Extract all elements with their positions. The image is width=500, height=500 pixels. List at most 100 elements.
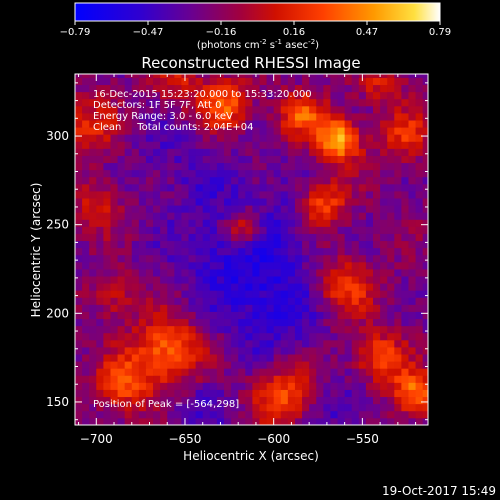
heatmap-cell	[138, 347, 147, 355]
heatmap-cell	[252, 212, 260, 220]
heatmap-cell	[373, 389, 381, 398]
heatmap-cell	[103, 339, 111, 348]
heatmap-cell	[294, 219, 303, 227]
heatmap-cell	[167, 148, 175, 156]
heatmap-cell	[153, 297, 161, 305]
heatmap-cell	[259, 240, 267, 249]
heatmap-cell	[316, 105, 324, 114]
heatmap-cell	[351, 233, 360, 242]
heatmap-cell	[209, 240, 218, 249]
heatmap-cell	[167, 74, 175, 78]
heatmap-cell	[96, 311, 104, 320]
heatmap-cell	[373, 254, 381, 263]
heatmap-cell	[153, 375, 161, 383]
heatmap-cell	[330, 304, 338, 312]
heatmap-cell	[138, 141, 147, 149]
heatmap-cell	[365, 354, 374, 362]
heatmap-cell	[202, 254, 211, 263]
heatmap-cell	[160, 396, 168, 405]
heatmap-cell	[124, 105, 133, 114]
heatmap-cell	[358, 98, 367, 107]
heatmap-cell	[373, 361, 381, 369]
heatmap-cell	[316, 183, 324, 192]
heatmap-cell	[351, 183, 360, 192]
heatmap-cell	[323, 127, 331, 135]
heatmap-cell	[96, 375, 104, 383]
heatmap-cell	[259, 269, 267, 277]
heatmap-cell	[188, 155, 197, 164]
heatmap-cell	[351, 141, 360, 149]
heatmap-cell	[316, 297, 324, 305]
heatmap-cell	[337, 120, 346, 128]
heatmap-cell	[145, 240, 154, 249]
heatmap-cell	[380, 162, 388, 171]
heatmap-cell	[231, 417, 239, 425]
heatmap-cell	[174, 198, 182, 206]
heatmap-cell	[351, 389, 360, 398]
heatmap-cell	[344, 325, 353, 334]
heatmap-cell	[131, 254, 140, 263]
heatmap-cell	[96, 219, 104, 227]
heatmap-cell	[153, 283, 161, 291]
heatmap-cell	[131, 347, 140, 355]
heatmap-cell	[408, 283, 416, 291]
heatmap-cell	[351, 226, 360, 234]
heatmap-cell	[266, 276, 275, 284]
heatmap-cell	[408, 91, 416, 100]
heatmap-cell	[89, 127, 97, 135]
heatmap-cell	[323, 77, 331, 86]
heatmap-cell	[415, 127, 424, 135]
heatmap-cell	[380, 283, 388, 291]
heatmap-cell	[422, 283, 428, 291]
heatmap-cell	[231, 98, 239, 107]
heatmap-cell	[174, 141, 182, 149]
heatmap-cell	[401, 283, 409, 291]
heatmap-cell	[380, 134, 388, 142]
heatmap-cell	[337, 113, 346, 121]
heatmap-cell	[302, 169, 310, 178]
heatmap-cell	[422, 212, 428, 220]
heatmap-cell	[344, 276, 353, 284]
heatmap-cell	[408, 368, 416, 376]
heatmap-cell	[245, 389, 253, 398]
heatmap-cell	[280, 134, 289, 142]
heatmap-cell	[145, 261, 154, 270]
heatmap-cell	[181, 77, 189, 86]
heatmap-cell	[394, 403, 402, 412]
heatmap-cell	[387, 325, 395, 334]
heatmap-cell	[266, 254, 275, 263]
heatmap-cell	[294, 113, 303, 121]
heatmap-cell	[89, 254, 97, 263]
heatmap-cell	[387, 396, 395, 405]
heatmap-cell	[358, 332, 367, 341]
heatmap-cell	[167, 311, 175, 320]
heatmap-cell	[259, 226, 267, 234]
heatmap-cell	[82, 347, 90, 355]
heatmap-cell	[103, 169, 111, 178]
heatmap-cell	[103, 332, 111, 341]
heatmap-cell	[75, 120, 83, 128]
heatmap-cell	[302, 105, 310, 114]
heatmap-cell	[131, 269, 140, 277]
info-line-detectors: Detectors: 1F 5F 7F, Att 0	[93, 100, 221, 111]
heatmap-cell	[252, 148, 260, 156]
heatmap-cell	[337, 254, 346, 263]
heatmap-cell	[302, 247, 310, 256]
heatmap-cell	[337, 354, 346, 362]
heatmap-cell	[103, 403, 111, 412]
heatmap-cell	[309, 297, 317, 305]
heatmap-cell	[394, 382, 402, 390]
heatmap-cell	[209, 332, 218, 341]
heatmap-cell	[302, 403, 310, 412]
heatmap-cell	[110, 304, 118, 312]
heatmap-cell	[138, 318, 147, 327]
heatmap-cell	[216, 127, 225, 135]
heatmap-cell	[231, 105, 239, 114]
heatmap-cell	[75, 240, 83, 249]
heatmap-cell	[202, 368, 211, 376]
heatmap-cell	[337, 304, 346, 312]
heatmap-cell	[337, 77, 346, 86]
heatmap-cell	[387, 254, 395, 263]
heatmap-cell	[138, 105, 147, 114]
heatmap-cell	[209, 361, 218, 369]
